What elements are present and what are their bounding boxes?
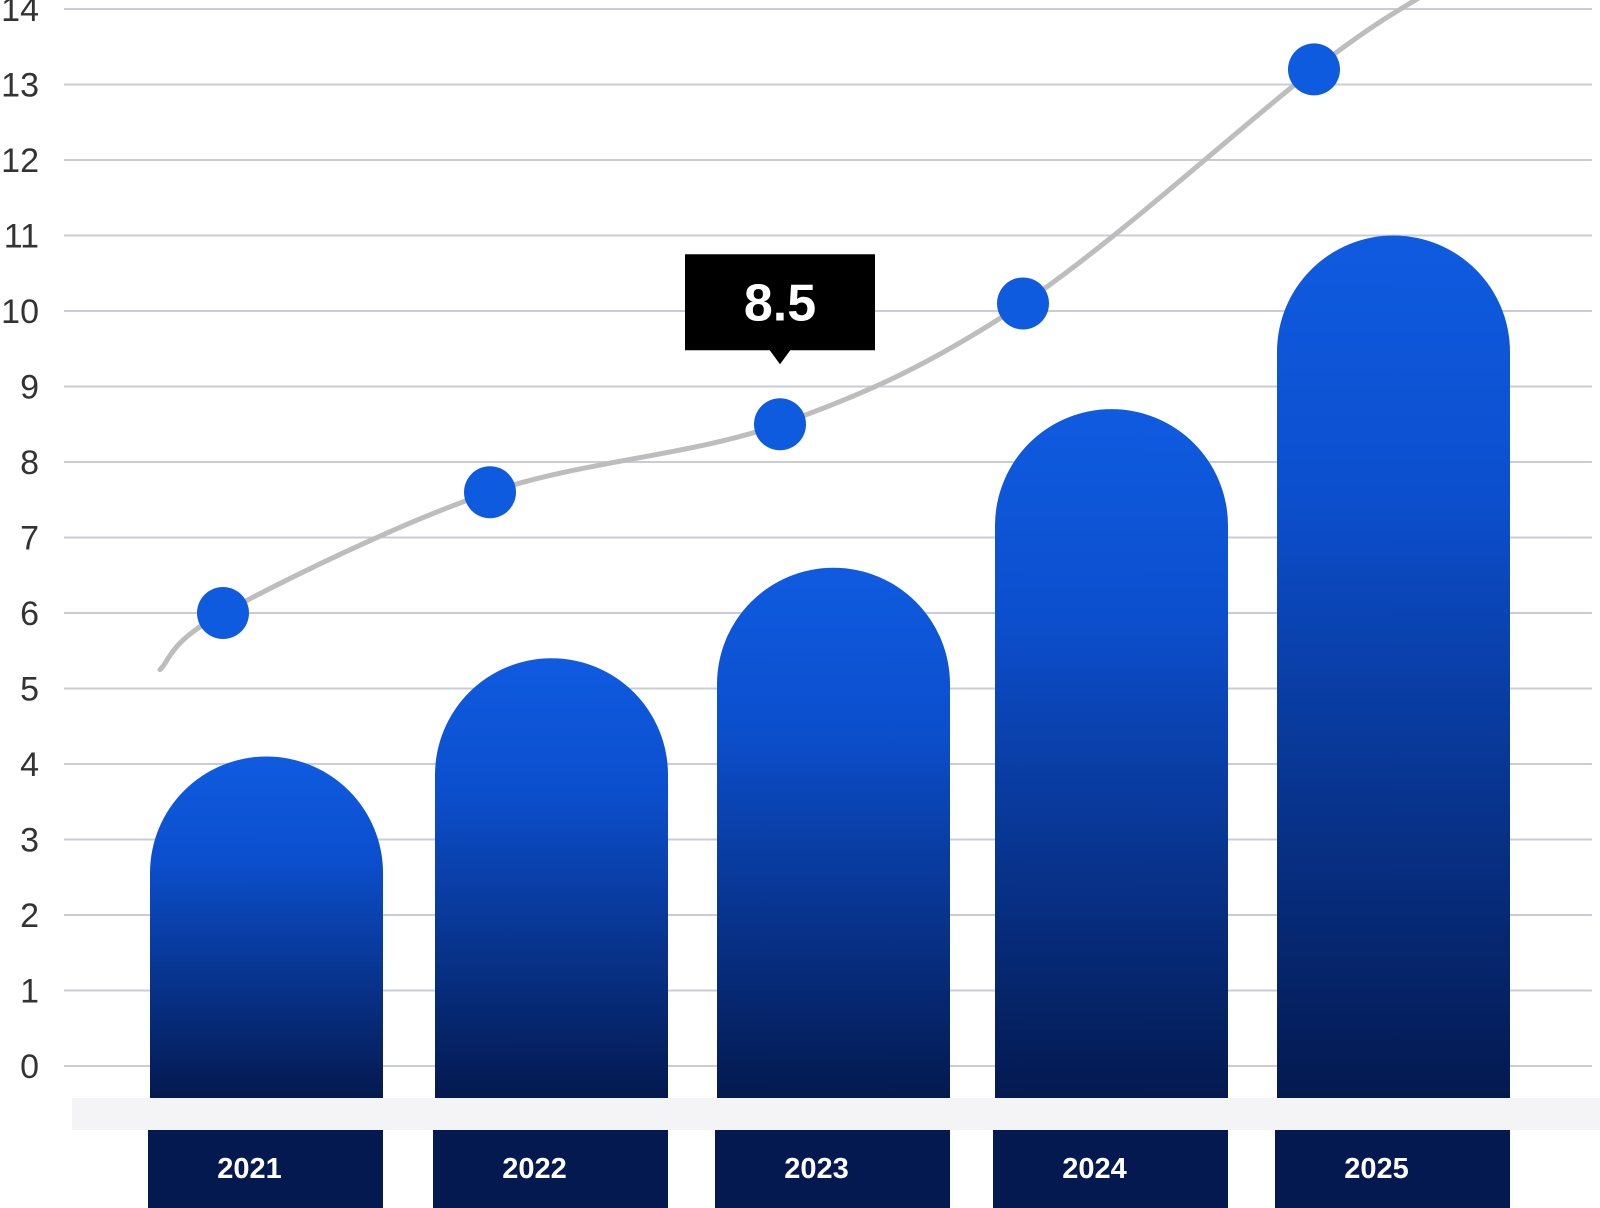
x-tick-label: 2024: [1062, 1153, 1127, 1185]
tooltip-pointer: [769, 349, 791, 365]
line-point[interactable]: [464, 466, 516, 519]
line-point[interactable]: [1288, 43, 1340, 96]
y-tick-label: 0: [20, 1048, 39, 1086]
y-tick-label: 11: [4, 218, 39, 256]
tooltip-box: [685, 254, 875, 351]
line-point[interactable]: [997, 277, 1049, 330]
x-label-box: [1275, 1130, 1510, 1208]
x-axis: 2021 2022 2023 2024 2025: [148, 1130, 1510, 1208]
tooltip: 8.5: [685, 254, 875, 365]
x-tick-label: 2021: [217, 1153, 282, 1185]
bar: [435, 658, 668, 1098]
x-axis-band: [72, 1098, 1600, 1130]
y-tick-label: 12: [1, 142, 39, 180]
x-label-box: [433, 1130, 668, 1208]
y-tick-label: 3: [20, 822, 39, 860]
bar: [150, 756, 383, 1098]
y-tick-label: 10: [1, 293, 39, 331]
trend-line: [157, 0, 1421, 673]
x-tick-label: 2023: [784, 1153, 849, 1185]
x-label-box: [715, 1130, 950, 1208]
y-tick-label: 14: [1, 0, 39, 29]
x-label-box: [993, 1130, 1228, 1208]
y-tick-label: 5: [20, 671, 39, 709]
y-tick-label: 9: [20, 369, 39, 407]
bar: [717, 567, 950, 1098]
bars: [150, 235, 1510, 1098]
tooltip-value: 8.5: [744, 274, 816, 332]
y-tick-label: 8: [20, 444, 39, 482]
bar: [1277, 235, 1510, 1098]
line-point[interactable]: [197, 587, 249, 639]
bar: [995, 409, 1228, 1098]
y-tick-label: 2: [20, 897, 39, 935]
y-tick-label: 7: [20, 520, 39, 558]
y-tick-label: 4: [20, 746, 39, 784]
x-label-box: [148, 1130, 383, 1208]
y-tick-label: 1: [20, 973, 39, 1011]
x-tick-label: 2025: [1344, 1153, 1409, 1185]
y-tick-label: 13: [1, 67, 39, 105]
line-point[interactable]: [754, 398, 806, 451]
x-tick-label: 2022: [502, 1153, 567, 1185]
y-tick-label: 6: [20, 595, 39, 633]
